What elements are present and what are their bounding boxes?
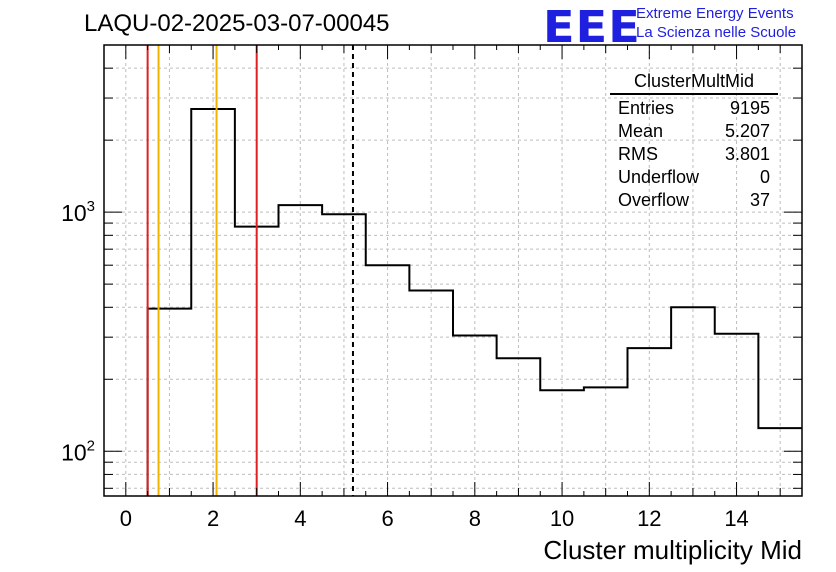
stats-box: ClusterMultMid Entries 9195 Mean 5.207 RMS… (610, 71, 778, 212)
axes (103, 44, 803, 497)
y-tick-label: 103 (61, 198, 95, 226)
x-tick-label: 10 (550, 506, 574, 531)
stats-value: 37 (749, 190, 770, 210)
stats-row: Entries 9195 (610, 97, 778, 120)
stats-label: Overflow (618, 190, 690, 210)
x-tick-label: 8 (469, 506, 481, 531)
x-tick-label: 0 (120, 506, 132, 531)
marker-lines (146, 45, 354, 496)
stats-row: Underflow 0 (610, 166, 778, 189)
stats-row: Mean 5.207 (610, 120, 778, 143)
x-tick-label: 14 (724, 506, 748, 531)
stats-row: Overflow 37 (610, 189, 778, 212)
histogram-outline (146, 107, 802, 496)
x-tick-label: 6 (381, 506, 393, 531)
tick-labels: 0 2 4 6 8 10 12 14 102 103 Cluster multiplicity Mi… (61, 198, 802, 565)
eee-logo: EEE (543, 2, 641, 53)
stats-title: ClusterMultMid (610, 71, 778, 95)
stats-value: 3.801 (724, 144, 770, 164)
x-tick-label: 2 (207, 506, 219, 531)
stats-label: Entries (618, 98, 675, 118)
x-tick-label: 4 (294, 506, 306, 531)
stats-label: Underflow (618, 167, 700, 187)
logo-line-1: Extreme Energy Events (636, 5, 794, 22)
logo-line-2: La Scienza nelle Scuole (636, 24, 797, 41)
stats-label: RMS (618, 144, 658, 164)
stats-label: Mean (618, 121, 664, 141)
x-tick-label: 12 (637, 506, 661, 531)
y-tick-label: 102 (61, 437, 95, 465)
stats-row: RMS 3.801 (610, 143, 778, 166)
stats-value: 0 (759, 167, 770, 187)
stats-value: 5.207 (724, 121, 770, 141)
plot-frame (103, 44, 803, 497)
histogram-bins (146, 107, 802, 496)
x-axis-label: Cluster multiplicity Mid (543, 535, 802, 565)
stats-value: 9195 (729, 98, 770, 118)
chart-title: LAQU-02-2025-03-07-00045 (84, 10, 390, 37)
